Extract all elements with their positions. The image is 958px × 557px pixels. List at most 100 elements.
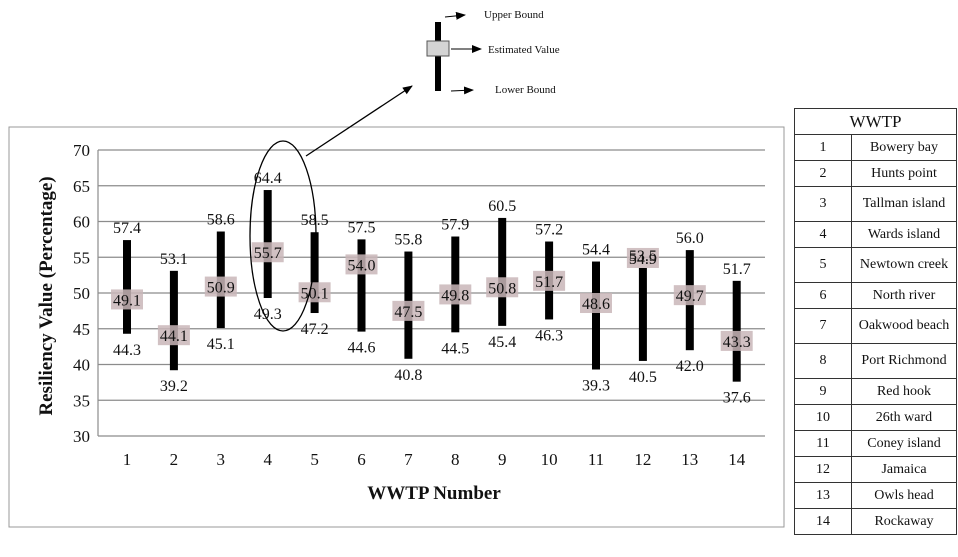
wwtp-number-cell: 2 <box>794 160 852 187</box>
wwtp-name-cell: Owls head <box>851 482 957 509</box>
estimated-marker <box>580 293 612 314</box>
estimated-marker <box>720 330 753 351</box>
wwtp-number-cell: 13 <box>794 482 852 509</box>
lower-bound-label: 45.1 <box>207 336 235 353</box>
x-axis-title: WWTP Number <box>367 483 501 504</box>
range-bar <box>123 240 131 334</box>
estimated-value-label: 50.8 <box>488 280 516 297</box>
table-row: 8 Port Richmond <box>794 343 957 379</box>
range-bar <box>310 232 319 314</box>
table-row: 5 Newtown creek <box>794 247 957 283</box>
wwtp-name-cell: Wards island <box>851 221 957 248</box>
x-tick-label: 10 <box>541 450 558 469</box>
upper-bound-label: 57.2 <box>535 222 563 239</box>
table-row: 6 North river <box>794 282 957 309</box>
wwtp-name-cell: 26th ward <box>851 404 957 431</box>
wwtp-number-cell: 10 <box>794 404 852 431</box>
lower-bound-label: 49.3 <box>254 306 282 323</box>
legend-arrow-lower <box>450 86 474 95</box>
x-tick-label: 13 <box>681 450 698 469</box>
y-axis-title: Resiliency Value (Percentage) <box>36 176 57 415</box>
table-body: 1 Bowery bay 2 Hunts point 3 Tallman island 4 W… <box>794 134 957 535</box>
lower-bound-label: 44.5 <box>441 340 469 357</box>
estimated-value-label: 43.3 <box>723 334 751 351</box>
wwtp-table: WWTP 1 Bowery bay 2 Hunts point 3 Tallman isl… <box>794 108 957 535</box>
wwtp-number-cell: 11 <box>794 430 852 457</box>
x-tick-label: 1 <box>123 450 132 469</box>
upper-bound-label: 56.0 <box>676 230 704 247</box>
upper-bound-label: 57.4 <box>113 220 141 237</box>
wwtp-number-cell: 9 <box>794 378 852 405</box>
table-row: 13 Owls head <box>794 482 957 509</box>
upper-bound-label: 60.5 <box>488 198 516 215</box>
estimated-marker <box>626 247 659 268</box>
wwtp-name-cell: North river <box>851 282 957 309</box>
wwtp-number-cell: 5 <box>794 247 852 283</box>
y-tick-label: 45 <box>73 320 90 339</box>
value-labels: 57.4 49.1 44.3 53.1 44.1 39.2 58.6 50.9 45.1 64.4… <box>113 170 751 407</box>
x-tick-label: 3 <box>217 450 226 469</box>
lower-bound-label: 44.3 <box>113 342 141 359</box>
wwtp-number-cell: 7 <box>794 308 852 344</box>
x-tick-label: 14 <box>728 450 746 469</box>
estimated-marker <box>486 277 519 298</box>
wwtp-name-cell: Coney island <box>851 430 957 457</box>
estimated-value-label: 50.1 <box>301 285 329 302</box>
lower-bound-label: 44.6 <box>348 340 376 357</box>
legend: Upper Bound Estimated Value Lower Bound <box>426 9 560 96</box>
wwtp-number-cell: 8 <box>794 343 852 379</box>
lower-bound-label: 45.4 <box>488 334 516 351</box>
upper-bound-label: 58.6 <box>207 212 235 229</box>
upper-bound-label: 57.5 <box>348 219 376 236</box>
y-tick-label: 60 <box>73 213 90 232</box>
x-tick-label: 11 <box>588 450 604 469</box>
wwtp-number-cell: 6 <box>794 282 852 309</box>
lower-bound-label: 42.0 <box>676 358 704 375</box>
table-row: 3 Tallman island <box>794 186 957 222</box>
wwtp-number-cell: 14 <box>794 508 852 535</box>
wwtp-name-cell: Oakwood beach <box>851 308 957 344</box>
estimated-marker <box>251 242 284 263</box>
table-row: 12 Jamaica <box>794 456 957 483</box>
table-row: 9 Red hook <box>794 378 957 405</box>
upper-bound-label: 53.1 <box>160 251 188 268</box>
estimated-value-label: 44.1 <box>160 328 188 345</box>
estimated-value-label: 54.9 <box>629 251 657 268</box>
table-row: 7 Oakwood beach <box>794 308 957 344</box>
x-tick-label: 7 <box>404 450 413 469</box>
y-tick-label: 40 <box>73 356 90 375</box>
wwtp-name-cell: Newtown creek <box>851 247 957 283</box>
legend-estimated-label: Estimated Value <box>488 44 560 56</box>
wwtp-name-cell: Jamaica <box>851 456 957 483</box>
chart-frame <box>8 126 785 528</box>
range-bar <box>498 217 507 326</box>
table-header-row: WWTP <box>794 108 957 135</box>
lower-bound-label: 46.3 <box>535 327 563 344</box>
estimated-marker <box>673 285 706 306</box>
table-row: 11 Coney island <box>794 430 957 457</box>
y-tick-label: 70 <box>73 141 90 160</box>
upper-bound-label: 51.7 <box>723 261 751 278</box>
lower-bound-label: 40.5 <box>629 369 657 386</box>
lower-bound-label: 39.3 <box>582 378 610 395</box>
x-tick-label: 9 <box>498 450 507 469</box>
upper-bound-label: 53.5 <box>629 248 657 265</box>
estimated-value-label: 48.6 <box>582 296 610 313</box>
wwtp-number-cell: 1 <box>794 134 852 161</box>
range-bar <box>451 236 460 333</box>
wwtp-name-cell: Rockaway <box>851 508 957 535</box>
wwtp-number-cell: 4 <box>794 221 852 248</box>
lower-bound-label: 37.6 <box>723 390 751 407</box>
wwtp-number-cell: 12 <box>794 456 852 483</box>
upper-bound-label: 54.4 <box>582 242 610 259</box>
legend-arrow-upper <box>444 11 466 20</box>
estimated-value-label: 49.8 <box>441 287 469 304</box>
x-tick-label: 12 <box>634 450 651 469</box>
range-bars <box>111 190 753 382</box>
estimated-marker <box>298 282 331 303</box>
y-tick-label: 50 <box>73 284 90 303</box>
range-bar <box>592 261 600 370</box>
estimated-value-label: 51.7 <box>535 274 563 291</box>
table-row: 14 Rockaway <box>794 508 957 535</box>
